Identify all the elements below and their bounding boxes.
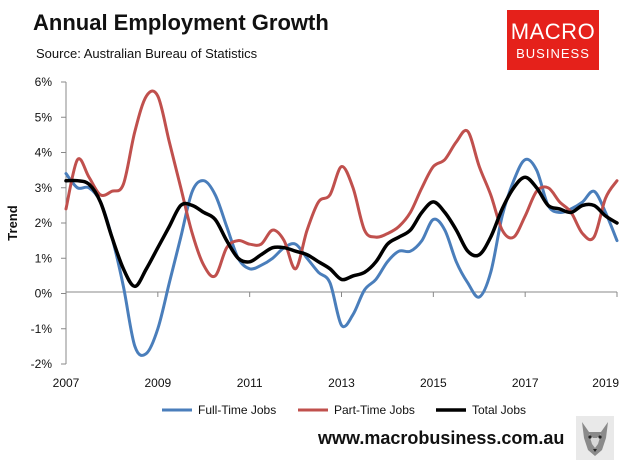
y-tick-label: 0% (35, 287, 53, 301)
x-tick-label: 2007 (53, 376, 80, 390)
legend-label-full-time-jobs: Full-Time Jobs (198, 403, 276, 417)
y-axis-ticks: -2% -1% 0% 1% 2% 3% 4% 5% 6% (31, 75, 66, 371)
x-tick-label: 2011 (237, 376, 263, 390)
series-line-part-time-jobs (64, 89, 619, 279)
legend-label-total-jobs: Total Jobs (472, 403, 526, 417)
y-tick-label: 3% (35, 181, 53, 195)
logo-line-2: BUSINESS (516, 46, 590, 61)
chart-subtitle: Source: Australian Bureau of Statistics (36, 46, 258, 61)
wolf-icon (576, 416, 614, 460)
legend-label-part-time-jobs: Part-Time Jobs (334, 403, 415, 417)
x-axis-ticks: 2007 2009 2011 2013 2015 2017 2019 (53, 292, 619, 390)
x-tick-label: 2019 (592, 376, 619, 390)
legend: Full-Time Jobs Part-Time Jobs Total Jobs (162, 403, 526, 417)
logo-line-1: MACRO (510, 19, 596, 44)
chart-title: Annual Employment Growth (33, 10, 329, 35)
series-line-total-jobs (64, 175, 619, 289)
y-tick-label: -2% (31, 357, 53, 371)
y-tick-label: 2% (35, 216, 53, 230)
series-line-full-time-jobs (64, 157, 619, 357)
x-tick-label: 2009 (144, 376, 171, 390)
x-tick-label: 2017 (512, 376, 539, 390)
series-lines (64, 89, 619, 357)
y-tick-label: 4% (35, 146, 53, 160)
y-axis-label: Trend (5, 205, 20, 240)
y-tick-label: 6% (35, 75, 53, 89)
x-tick-label: 2013 (328, 376, 355, 390)
y-tick-label: -1% (31, 322, 53, 336)
macro-business-logo: MACRO BUSINESS (507, 10, 599, 70)
x-tick-label: 2015 (420, 376, 447, 390)
footer-url: www.macrobusiness.com.au (318, 428, 565, 448)
y-tick-label: 5% (35, 110, 53, 124)
y-tick-label: 1% (35, 251, 53, 265)
